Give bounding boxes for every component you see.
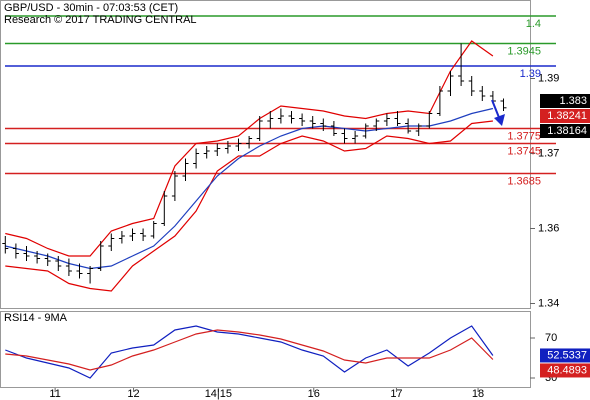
price-marker-box: [540, 124, 590, 138]
rsi-title: RSI14 - 9MA: [4, 312, 68, 324]
level-label: 1.3685: [507, 175, 541, 187]
indicator-line: [5, 120, 493, 292]
x-tick-label: 14|15: [205, 388, 232, 400]
price-marker-box: [540, 109, 590, 123]
rsi-marker-label: 52.5337: [547, 349, 587, 361]
forecast-arrowhead: [494, 114, 505, 126]
price-panel: [0, 0, 531, 309]
chart-subtitle: Research © 2017 TRADING CENTRAL: [4, 14, 197, 26]
y-tick-label: 1.36: [538, 222, 559, 234]
x-tick-label: 11: [49, 388, 60, 400]
level-label: 1.3945: [507, 45, 541, 57]
y-tick-label: 1.39: [538, 72, 559, 84]
chart-title: GBP/USD - 30min - 07:03:53 (CET): [4, 2, 178, 14]
rsi-line: [5, 325, 494, 379]
indicator-line: [5, 40, 494, 257]
indicator-line: [5, 107, 494, 270]
main-layer: 11 12 14|15 16 17 181.391.371.361.3430701.41.…: [2, 15, 590, 400]
rsi-marker-label: 48.4893: [547, 364, 587, 376]
x-tick-label: 17: [390, 388, 402, 400]
level-label: 1.3775: [507, 130, 541, 142]
price-marker-label: 1.38241: [547, 110, 587, 122]
level-label: 1.39: [520, 68, 541, 80]
level-label: 1.4: [526, 18, 541, 30]
x-tick-label: 12: [127, 388, 139, 400]
rsi-marker-box: [540, 363, 590, 378]
y-tick-label: 1.34: [538, 297, 559, 309]
x-tick-label: 16: [308, 388, 320, 400]
rsi-panel: [0, 311, 531, 388]
rsi-y-tick-label: 70: [545, 332, 557, 344]
price-marker-label: 1.38164: [547, 125, 587, 137]
price-marker-box: [540, 94, 590, 108]
rsi-line: [5, 329, 494, 371]
y-tick-label: 1.37: [538, 147, 559, 159]
level-label: 1.3745: [507, 145, 541, 157]
price-marker-label: 1.383: [559, 95, 587, 107]
rsi-marker-box: [540, 348, 590, 363]
x-tick-label: 18: [472, 388, 484, 400]
